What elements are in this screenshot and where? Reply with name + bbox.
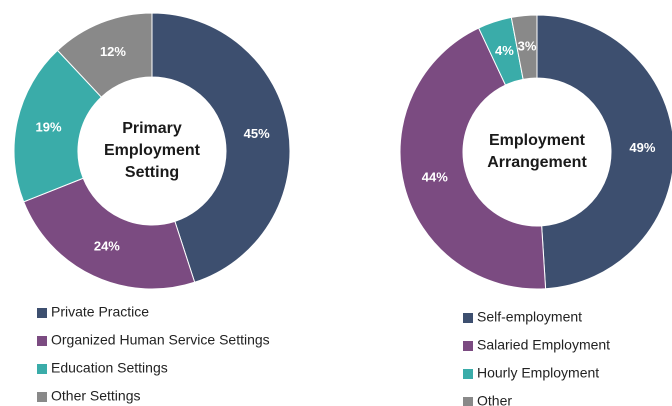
legend-label: Education Settings — [51, 360, 168, 376]
data-label: 24% — [94, 238, 120, 253]
data-label: 12% — [100, 44, 126, 59]
legend-label: Hourly Employment — [477, 365, 599, 381]
legend-label: Self-employment — [477, 309, 582, 325]
legend-label: Organized Human Service Settings — [51, 332, 270, 348]
data-label: 4% — [495, 43, 514, 58]
data-label: 19% — [36, 119, 62, 134]
legend-swatch — [37, 308, 47, 318]
donut-slice — [23, 177, 196, 290]
donut-slice — [510, 14, 538, 80]
legend-label: Private Practice — [51, 304, 149, 320]
data-label: 45% — [244, 126, 270, 141]
donut-slice — [399, 27, 547, 290]
legend-swatch — [37, 392, 47, 402]
donut-slice — [151, 12, 291, 283]
legend-swatch — [463, 397, 473, 406]
legend-label: Other — [477, 393, 512, 406]
data-label: 3% — [518, 38, 537, 53]
legend-swatch — [463, 341, 473, 351]
donut-slice — [56, 12, 153, 98]
legend-swatch — [463, 313, 473, 323]
legend-swatch — [37, 364, 47, 374]
legend-swatch — [463, 369, 473, 379]
legend-label: Salaried Employment — [477, 337, 610, 353]
center-title: Employment Arrangement — [487, 132, 587, 171]
legend-swatch — [37, 336, 47, 346]
donut-slice — [536, 14, 672, 290]
data-label: 44% — [422, 170, 448, 185]
legend-label: Other Settings — [51, 388, 141, 404]
center-title: Primary Employment Setting — [104, 120, 201, 181]
data-label: 49% — [629, 140, 655, 155]
